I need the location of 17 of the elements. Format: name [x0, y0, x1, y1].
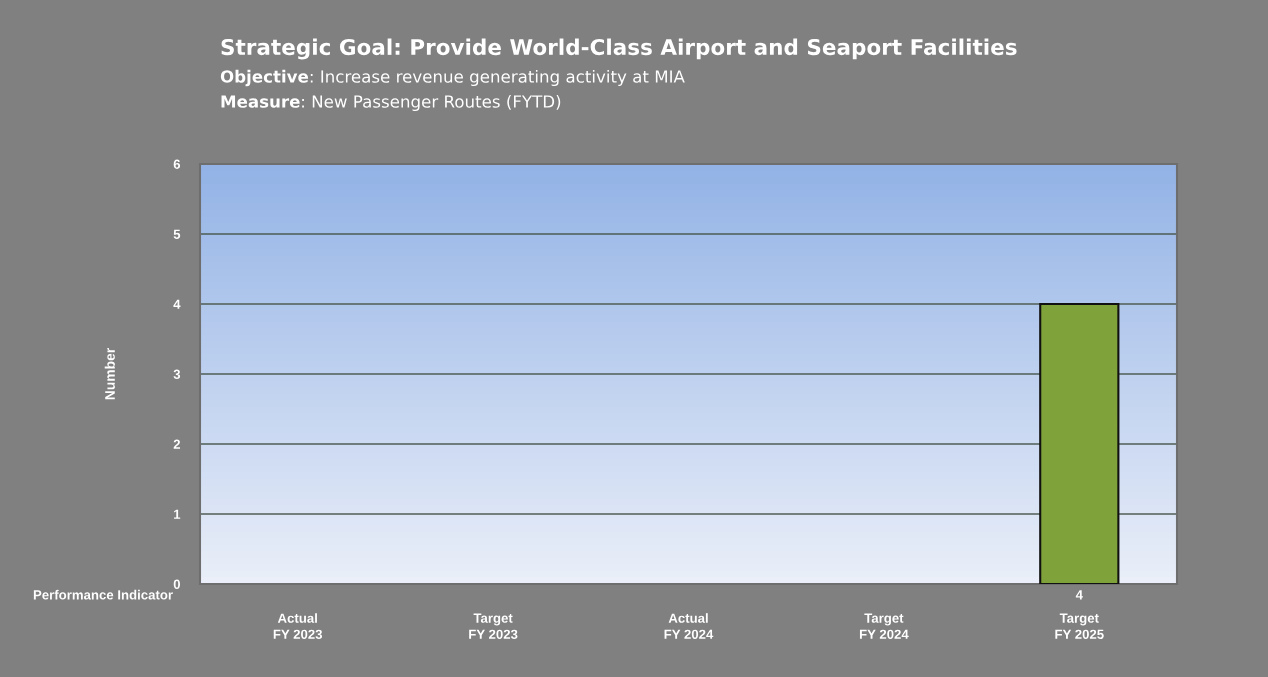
x-tick-label: Actual FY 2023 [273, 613, 323, 639]
x-tick-label: Target FY 2023 [469, 613, 518, 639]
y-tick-label: 3 [173, 369, 181, 379]
y-tick-label: 4 [173, 299, 181, 309]
y-tick-label: 6 [173, 159, 181, 169]
x-tick-label: Target FY 2024 [859, 613, 909, 639]
chart-title: Strategic Goal: Provide World-Class Airport and Seaport Facilities [221, 38, 1017, 60]
x-tick-label: Actual FY 2024 [664, 613, 714, 639]
y-tick-label: 0 [173, 579, 181, 589]
y-axis-title: Number [104, 347, 115, 400]
chart-subtitle: Objective: Increase revenue generating activity at MIA Measure: New Passenger Routes (FYTD) [220, 69, 685, 112]
y-tick-label: 5 [173, 229, 181, 239]
y-tick-label: 1 [174, 509, 181, 519]
data-label: 4 [1075, 590, 1083, 600]
x-tick-label: Target FY 2025 [1055, 613, 1104, 639]
text: Performance Indicator [33, 589, 173, 600]
y-tick-label: 2 [173, 439, 181, 449]
